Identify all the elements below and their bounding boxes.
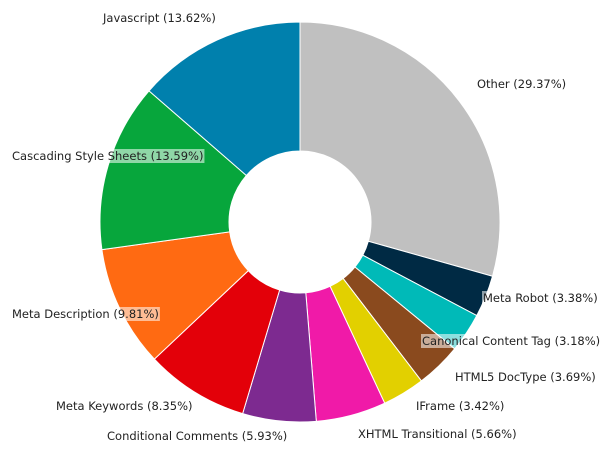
slice-label-html5-doctype: HTML5 DocType (3.69%) — [455, 370, 596, 384]
slice-label-meta-description: Meta Description (9.81%) — [12, 307, 159, 321]
slice-label-iframe: IFrame (3.42%) — [416, 399, 504, 413]
slice-label-cascading-style-sheets: Cascading Style Sheets (13.59%) — [12, 149, 203, 163]
slice-label-canonical-content-tag: Canonical Content Tag (3.18%) — [422, 334, 600, 348]
slice-label-background — [11, 149, 205, 163]
slice-label-background — [11, 307, 160, 321]
label-group: Other (29.37%) Meta Robot (3.38%) Canonica… — [11, 11, 602, 443]
slice-label-xhtml-transitional: XHTML Transitional (5.66%) — [358, 427, 517, 441]
slice-label-conditional-comments: Conditional Comments (5.93%) — [107, 429, 287, 443]
slice-group — [99, 21, 501, 423]
slice-label-meta-robot: Meta Robot (3.38%) — [483, 291, 598, 305]
slice-cascading-style-sheets[interactable] — [99, 90, 248, 251]
slice-other[interactable] — [299, 21, 501, 277]
slice-label-background — [421, 334, 602, 348]
slice-label-meta-keywords: Meta Keywords (8.35%) — [56, 399, 192, 413]
slice-javascript[interactable] — [148, 21, 301, 177]
slice-label-other: Other (29.37%) — [477, 77, 566, 91]
slice-label-background — [482, 291, 599, 305]
slice-label-javascript: Javascript (13.62%) — [102, 11, 216, 25]
